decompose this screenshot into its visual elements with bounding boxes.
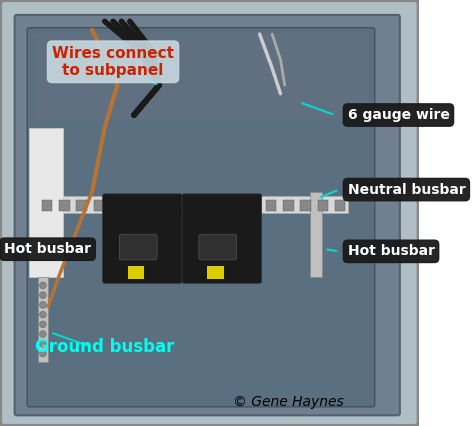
- Bar: [283, 200, 294, 211]
- Circle shape: [39, 340, 46, 347]
- Bar: [301, 200, 311, 211]
- FancyBboxPatch shape: [102, 194, 182, 283]
- Bar: [37, 277, 48, 362]
- FancyBboxPatch shape: [29, 128, 63, 277]
- FancyBboxPatch shape: [27, 28, 375, 407]
- Bar: [214, 200, 225, 211]
- Bar: [146, 200, 156, 211]
- Text: Neutral busbar: Neutral busbar: [347, 183, 465, 196]
- Text: © Gene Haynes: © Gene Haynes: [233, 395, 343, 409]
- Bar: [197, 200, 208, 211]
- Circle shape: [39, 282, 46, 289]
- FancyBboxPatch shape: [0, 0, 419, 426]
- Circle shape: [39, 311, 46, 318]
- FancyBboxPatch shape: [182, 194, 262, 283]
- Circle shape: [39, 331, 46, 337]
- Bar: [59, 200, 70, 211]
- FancyBboxPatch shape: [119, 234, 157, 260]
- Bar: [249, 200, 259, 211]
- Bar: [207, 266, 224, 279]
- Bar: [76, 200, 87, 211]
- Bar: [128, 200, 138, 211]
- Bar: [335, 200, 346, 211]
- Bar: [111, 200, 121, 211]
- FancyBboxPatch shape: [34, 196, 347, 213]
- Circle shape: [39, 292, 46, 299]
- Bar: [318, 200, 328, 211]
- Bar: [310, 192, 322, 277]
- Bar: [163, 200, 173, 211]
- Bar: [42, 200, 52, 211]
- Bar: [128, 266, 145, 279]
- Bar: [180, 200, 190, 211]
- Text: Ground busbar: Ground busbar: [35, 338, 174, 356]
- Text: Wires connect
to subpanel: Wires connect to subpanel: [52, 46, 174, 78]
- Bar: [231, 200, 242, 211]
- Circle shape: [39, 350, 46, 357]
- FancyBboxPatch shape: [15, 15, 400, 415]
- Text: 6 gauge wire: 6 gauge wire: [347, 108, 449, 122]
- FancyBboxPatch shape: [34, 34, 368, 119]
- Text: Hot busbar: Hot busbar: [4, 242, 91, 256]
- Bar: [266, 200, 276, 211]
- FancyBboxPatch shape: [199, 234, 237, 260]
- Bar: [93, 200, 104, 211]
- Circle shape: [39, 321, 46, 328]
- Text: Hot busbar: Hot busbar: [347, 245, 435, 258]
- Circle shape: [39, 302, 46, 308]
